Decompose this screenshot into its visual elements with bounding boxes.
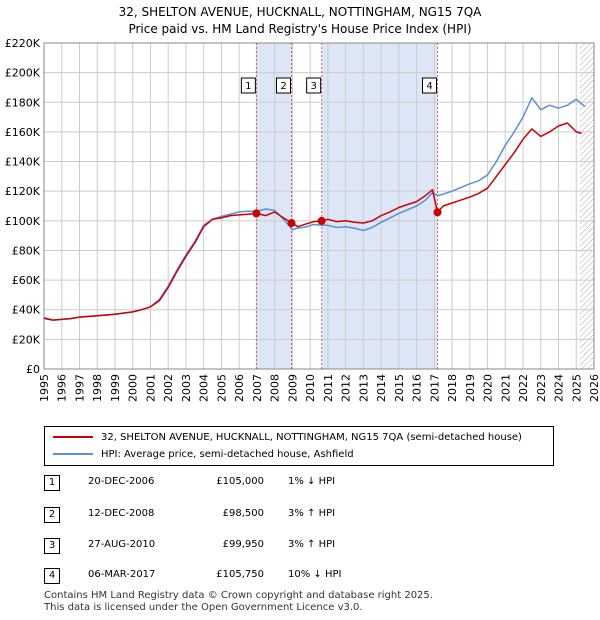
legend-item-hpi: HPI: Average price, semi-detached house,… [53,446,354,462]
x-tick-label: 2020 [482,374,495,402]
sale-number-badge: 3 [44,538,60,554]
x-tick-label: 2004 [198,374,211,402]
x-tick-label: 1996 [56,374,69,402]
y-tick-label: £220K [5,37,41,50]
forecast-hatch [579,43,594,369]
title-line-1: 32, SHELTON AVENUE, HUCKNALL, NOTTINGHAM… [118,5,482,19]
sale-date: 20-DEC-2006 [88,476,155,487]
y-tick-label: £100K [5,215,41,228]
x-tick-label: 2000 [127,374,140,402]
sale-date: 27-AUG-2010 [88,539,156,550]
x-tick-label: 2008 [269,374,282,402]
x-tick-label: 2010 [304,374,317,402]
x-tick-label: 2012 [340,374,353,402]
x-tick-label: 2023 [535,374,548,402]
sale-label-box [276,77,291,94]
sale-label-number: 2 [280,81,286,92]
footer-line-1: Contains HM Land Registry data © Crown c… [44,590,433,601]
sale-price: £98,500 [222,508,264,519]
footer-line-2: This data is licensed under the Open Gov… [44,602,363,613]
sale-label-number: 1 [245,81,251,92]
sale-row: 2 12-DEC-2008 £98,500 3% ↑ HPI [44,507,564,523]
sale-label-number: 4 [426,81,432,92]
x-tick-label: 2025 [570,374,583,402]
property-price-line [43,122,582,321]
y-tick-label: £140K [5,156,41,169]
sale-price: £99,950 [222,539,264,550]
x-tick-label: 2014 [375,374,388,402]
x-tick-label: 2007 [251,374,264,402]
x-tick-label: 2021 [499,374,512,402]
y-tick-label: £20K [12,333,41,346]
sale-hpi-diff: 3% ↑ HPI [288,508,336,519]
x-tick-label: 2001 [144,374,157,402]
x-tick-label: 2022 [517,374,530,402]
title-line-2: Price paid vs. HM Land Registry's House … [128,22,472,36]
footer: Contains HM Land Registry data © Crown c… [44,590,433,614]
y-tick-label: £40K [12,304,41,317]
plot-frame [43,42,595,370]
sale-point [252,209,261,218]
legend-label-hpi: HPI: Average price, semi-detached house,… [101,448,354,460]
x-tick-label: 2026 [588,374,600,402]
x-tick-label: 2003 [180,374,193,402]
sale-label-number: 3 [310,81,316,92]
sale-point [433,208,442,217]
legend-swatch-hpi [53,453,93,455]
x-tick-label: 2002 [162,374,175,402]
sale-number-badge: 4 [44,568,60,584]
x-tick-label: 2018 [446,374,459,402]
x-tick-label: 2009 [286,374,299,402]
sale-price: £105,000 [216,476,264,487]
sale-price: £105,750 [216,569,264,580]
hpi-line [43,97,586,321]
y-tick-label: £120K [5,185,41,198]
x-tick-label: 2017 [428,374,441,402]
y-tick-label: £180K [5,96,41,109]
x-tick-label: 2005 [215,374,228,402]
sale-label-box [306,77,322,94]
y-tick-label: £80K [12,244,41,257]
legend: 32, SHELTON AVENUE, HUCKNALL, NOTTINGHAM… [44,426,554,466]
sale-point [317,216,326,225]
x-tick-label: 2013 [357,374,370,402]
sale-label-box [422,77,438,94]
x-tick-label: 1998 [91,374,104,402]
sale-hpi-diff: 3% ↑ HPI [288,539,336,550]
sale-number-badge: 2 [44,507,60,523]
sale-label-box [240,77,256,94]
shaded-period [256,43,292,369]
legend-label-property: 32, SHELTON AVENUE, HUCKNALL, NOTTINGHAM… [101,431,522,443]
x-tick-label: 2016 [411,374,424,402]
sale-hpi-diff: 1% ↓ HPI [288,476,336,487]
x-tick-label: 2015 [393,374,406,402]
sale-point [287,219,296,228]
y-tick-label: £0 [26,363,40,376]
sale-row: 3 27-AUG-2010 £99,950 3% ↑ HPI [44,538,564,554]
sale-row: 1 20-DEC-2006 £105,000 1% ↓ HPI [44,475,564,491]
x-tick-label: 1995 [38,374,51,402]
legend-swatch-property [53,436,93,438]
y-tick-label: £60K [12,274,41,287]
y-tick-label: £200K [5,67,41,80]
sale-date: 12-DEC-2008 [88,508,155,519]
sale-hpi-diff: 10% ↓ HPI [288,569,342,580]
sale-number-badge: 1 [44,475,60,491]
price-chart: £0 £20K £40K £60K £80K £100K £120K £140K £160K £1… [5,37,600,402]
x-tick-label: 2006 [233,374,246,402]
sale-date: 06-MAR-2017 [88,569,156,580]
shaded-period [321,43,438,369]
legend-item-property: 32, SHELTON AVENUE, HUCKNALL, NOTTINGHAM… [53,429,522,445]
x-tick-label: 2019 [464,374,477,402]
x-tick-label: 2011 [322,374,335,402]
x-tick-label: 1997 [73,374,86,402]
y-tick-label: £160K [5,126,41,139]
x-tick-label: 1999 [109,374,122,402]
chart-title: 32, SHELTON AVENUE, HUCKNALL, NOTTINGHAM… [0,4,600,38]
x-tick-label: 2024 [553,374,566,402]
sale-row: 4 06-MAR-2017 £105,750 10% ↓ HPI [44,568,564,584]
